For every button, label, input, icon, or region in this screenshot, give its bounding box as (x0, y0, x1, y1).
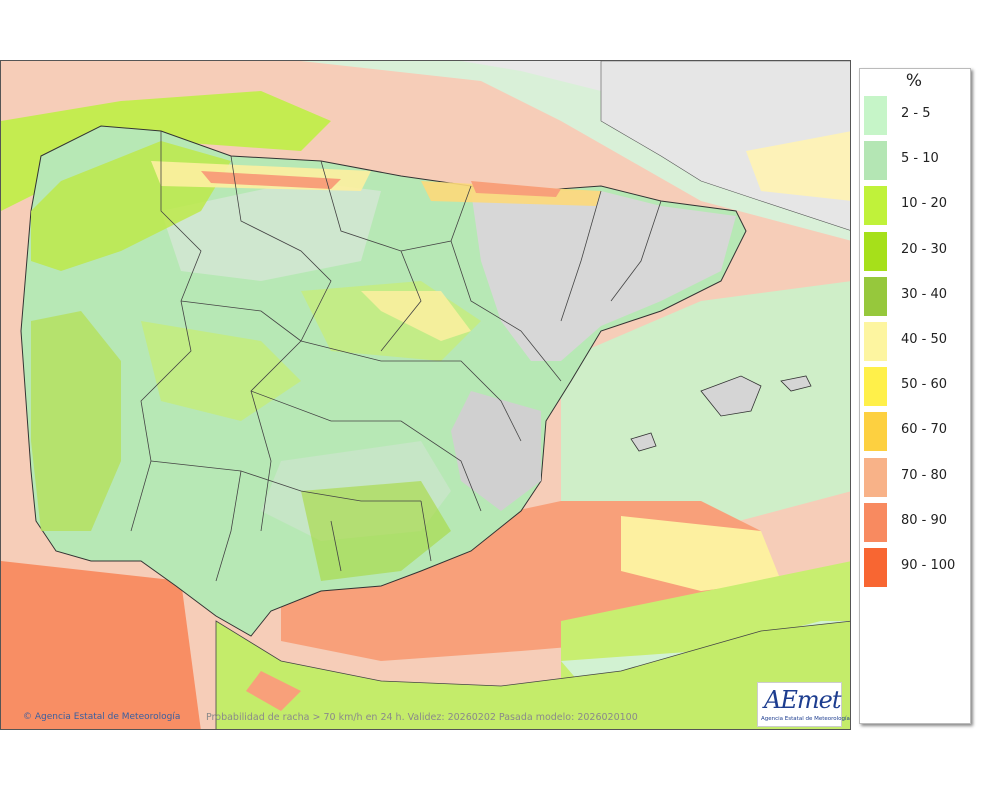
legend-label: 70 - 80 (901, 467, 948, 483)
north-africa (215, 620, 850, 729)
legend-item: 70 - 80 (864, 455, 968, 497)
betic-green (301, 481, 451, 581)
legend-unit: % (905, 71, 923, 91)
legend-swatch (864, 96, 887, 135)
duero-plain (161, 181, 381, 281)
legend-item: 5 - 10 (864, 138, 968, 181)
logo-word: AEmet (764, 686, 841, 714)
legend-item: 40 - 50 (864, 319, 968, 361)
atlantic-south-high (1, 561, 201, 729)
color-legend: % 2 - 5 5 - 10 10 - 20 20 - 30 30 - 40 40 - 5… (859, 68, 971, 724)
copyright-text: © Agencia Estatal de Meteorología (23, 712, 181, 722)
probability-map: © Agencia Estatal de Meteorología Probab… (0, 60, 851, 730)
legend-label: 80 - 90 (901, 512, 948, 528)
legend-label: 20 - 30 (901, 241, 948, 257)
legend-swatch (864, 322, 887, 361)
legend-swatch (864, 457, 887, 497)
legend-label: 40 - 50 (901, 332, 948, 347)
legend-label: 2 - 5 (901, 106, 931, 121)
legend-label: 10 - 20 (901, 196, 948, 212)
cantabrian-sea-band (1, 91, 331, 211)
legend-swatch (864, 367, 887, 407)
central-green (141, 321, 301, 421)
valencia-relief (451, 391, 541, 511)
cantabrian-red (201, 171, 341, 189)
legend-item: 2 - 5 (864, 93, 968, 135)
legend-swatch (864, 141, 887, 181)
logo-subtitle: Agencia Estatal de Meteorología (761, 716, 850, 722)
legend-label: 60 - 70 (901, 422, 948, 438)
aemet-logo: AEmet Agencia Estatal de Meteorología (757, 682, 850, 727)
legend-label: 30 - 40 (901, 286, 948, 302)
ibiza (630, 432, 657, 452)
portugal-green (31, 311, 121, 531)
legend-swatch (864, 548, 887, 587)
legend-swatch (864, 412, 887, 452)
legend-swatch (864, 186, 887, 226)
gulf-yellow (746, 131, 850, 201)
legend-label: 90 - 100 (901, 558, 956, 573)
legend-item: 20 - 30 (864, 229, 968, 271)
alboran-yellow (621, 516, 781, 591)
iberico-yellow (361, 291, 471, 341)
model-validity-text: Probabilidad de racha > 70 km/h en 24 h.… (206, 712, 638, 723)
legend-item: 80 - 90 (864, 500, 968, 542)
legend-swatch (864, 231, 887, 271)
map-graphic (1, 61, 850, 729)
menorca (780, 375, 812, 392)
rif-red (246, 671, 301, 711)
pyrenees-red (471, 181, 561, 197)
legend-item: 50 - 60 (864, 364, 968, 407)
legend-item: 90 - 100 (864, 545, 968, 587)
legend-item: 60 - 70 (864, 409, 968, 452)
province-borders (130, 131, 662, 582)
legend-label: 5 - 10 (901, 151, 939, 167)
legend-swatch (864, 276, 887, 316)
ebro-relief (471, 191, 736, 361)
legend-item: 10 - 20 (864, 183, 968, 226)
legend-swatch (864, 502, 887, 542)
mallorca (700, 375, 762, 417)
balearic-sea-low (561, 281, 850, 531)
legend-label: 50 - 60 (901, 377, 948, 393)
legend-item: 30 - 40 (864, 274, 968, 316)
